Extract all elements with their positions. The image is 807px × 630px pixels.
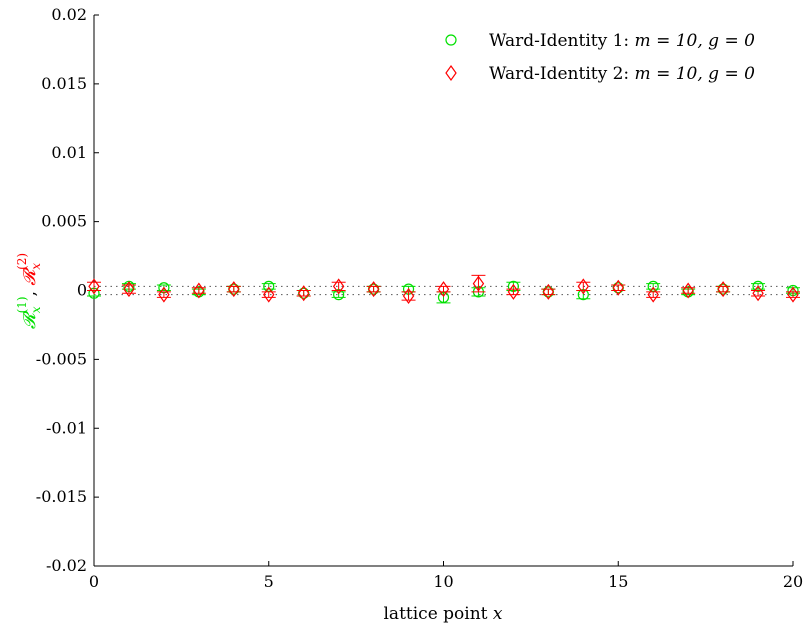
error-bar: [121, 284, 136, 294]
data-point-diamond: [402, 287, 415, 305]
x-tick-label: 5: [264, 572, 274, 591]
error-bar: [156, 291, 171, 298]
data-point-circle: [263, 280, 275, 292]
data-point-diamond: [507, 283, 520, 300]
error-bar: [261, 291, 276, 298]
data-point-diamond: [228, 281, 240, 298]
error-bar: [87, 281, 101, 291]
error-bar: [471, 274, 486, 293]
error-bar: [681, 287, 696, 294]
legend-entry-1: Ward-Identity 1: m = 10, g = 0: [445, 31, 755, 51]
data-point-diamond: [577, 278, 590, 295]
legend-marker-circle: [445, 34, 457, 46]
y-ticks: 0.02 0.015 0.01 0.005 0 -0.005 -0.01 -0.015 -0.0…: [36, 5, 99, 575]
x-axis-title: lattice point x: [384, 604, 503, 624]
legend-label-1: Ward-Identity 1: m = 10, g = 0: [489, 31, 755, 51]
y-title-r2-sup: (2): [15, 253, 29, 270]
data-point-diamond: [542, 283, 555, 300]
error-bar: [716, 285, 731, 293]
error-bar: [611, 284, 626, 291]
data-point-circle: [647, 280, 659, 292]
y-tick-label: 0.015: [41, 74, 87, 93]
data-point-diamond: [123, 281, 135, 298]
y-title-r1-sup: (1): [15, 296, 29, 313]
svg-text:𝓡x(1), 𝓡x(2): 𝓡x(1), 𝓡x(2): [15, 253, 43, 329]
data-point-diamond: [193, 282, 205, 299]
data-point-diamond: [158, 286, 170, 303]
y-tick-label: 0.02: [51, 5, 87, 24]
data-point-diamond: [717, 281, 729, 298]
x-ticks: 0 5 10 15 20: [89, 561, 803, 591]
data-point-diamond: [682, 282, 694, 299]
legend: Ward-Identity 1: m = 10, g = 0 Ward-Iden…: [445, 31, 755, 84]
data-point-diamond: [332, 278, 345, 295]
y-title-r1: 𝓡: [20, 310, 40, 329]
error-bar: [226, 285, 241, 293]
error-bar: [401, 291, 416, 301]
series-layer: [87, 274, 800, 305]
data-point-diamond: [263, 286, 275, 303]
error-bar: [576, 281, 591, 291]
y-tick-label: 0.01: [51, 143, 87, 162]
error-bar: [296, 290, 311, 297]
data-point-circle: [437, 291, 450, 303]
y-tick-label: 0: [77, 281, 87, 300]
y-title-r2: 𝓡: [20, 267, 40, 286]
data-point-diamond: [612, 279, 624, 296]
legend-marker-diamond: [445, 64, 457, 82]
y-tick-label: 0.005: [41, 212, 87, 231]
y-title-r2-sub: x: [29, 263, 43, 270]
data-point-diamond: [472, 275, 485, 292]
data-point-diamond: [752, 285, 764, 302]
error-bar: [646, 291, 661, 298]
y-title-sep: ,: [20, 286, 40, 297]
error-bar: [541, 288, 556, 296]
x-tick-label: 20: [783, 572, 803, 591]
error-bar: [506, 288, 521, 296]
data-point-diamond: [297, 285, 310, 302]
y-tick-label: -0.015: [36, 487, 87, 506]
y-tick-label: -0.02: [46, 556, 87, 575]
y-tick-label: -0.005: [36, 349, 87, 368]
error-bar: [436, 285, 451, 293]
legend-entry-2: Ward-Identity 2: m = 10, g = 0: [445, 64, 755, 84]
x-tick-label: 10: [433, 572, 453, 591]
y-tick-label: -0.01: [46, 418, 87, 437]
error-bar: [751, 290, 766, 297]
error-bar: [786, 291, 800, 298]
error-bar: [366, 285, 381, 293]
data-point-diamond: [88, 278, 100, 295]
data-point-diamond: [437, 281, 450, 298]
error-bar: [191, 287, 206, 294]
reference-lines: [94, 285, 793, 296]
legend-label-2: Ward-Identity 2: m = 10, g = 0: [489, 64, 755, 84]
data-point-diamond: [647, 286, 659, 303]
error-bar: [331, 281, 346, 291]
x-tick-label: 0: [89, 572, 99, 591]
series-2: [87, 274, 800, 305]
y-axis-title: 𝓡x(1), 𝓡x(2): [15, 253, 43, 329]
data-point-diamond: [787, 286, 799, 303]
data-point-diamond: [367, 281, 380, 298]
x-tick-label: 15: [608, 572, 628, 591]
y-title-r1-sub: x: [29, 306, 43, 313]
